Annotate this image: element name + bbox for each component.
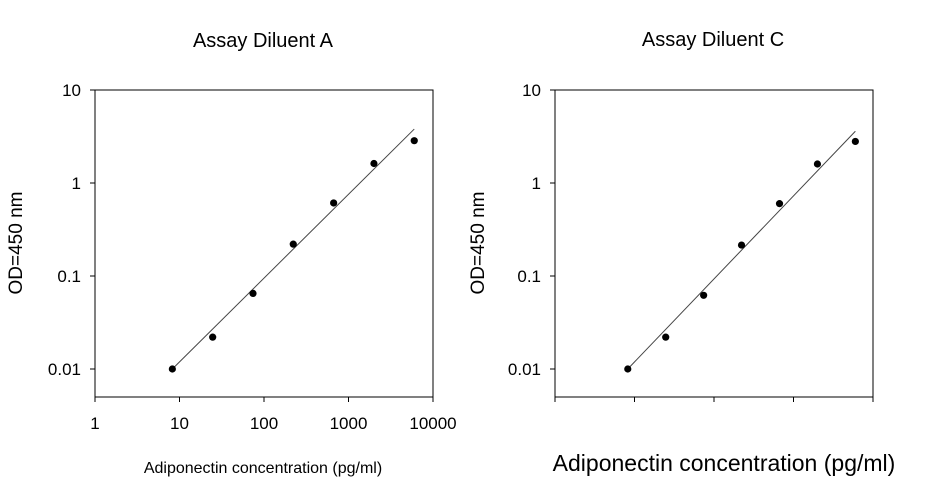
chart-a-y-tick-label: 10: [62, 81, 81, 100]
chart-c-y-axis-label: OD=450 nm: [468, 192, 489, 295]
chart-a-y-tick-label: 1: [72, 174, 81, 193]
chart-a-data-point: [168, 365, 176, 373]
chart-a-data-point: [370, 159, 378, 168]
chart-a-data-point: [249, 289, 257, 297]
chart-c-x-axis-label: Adiponectin concentration (pg/ml): [553, 450, 896, 476]
chart-a-title: Assay Diluent A: [193, 30, 334, 52]
chart-c-title: Assay Diluent C: [642, 29, 784, 51]
chart-a-data-point: [289, 240, 297, 248]
chart-a-x-axis-label: Adiponectin concentration (pg/ml): [144, 460, 382, 477]
chart-a-y-tick-label: 0.01: [48, 360, 81, 379]
chart-c-y-tick-label: 10: [522, 81, 541, 100]
chart-c-y-tick-label: 0.01: [508, 360, 541, 379]
chart-c-data-point: [662, 333, 670, 341]
chart-c-y-tick-label: 1: [532, 174, 541, 193]
chart-a-x-tick-label: 10: [170, 414, 189, 433]
chart-c-plot-frame: [554, 89, 874, 398]
chart-a-x-tick-label: 10000: [409, 414, 456, 433]
chart-c-data-point: [813, 160, 822, 168]
chart-c-data-point: [624, 365, 632, 373]
chart-c-y-tick-label: 0.1: [517, 267, 541, 286]
chart-a-x-tick-label: 100: [250, 414, 278, 433]
chart-a-data-point: [209, 333, 217, 341]
chart-a-data-point: [410, 137, 418, 145]
chart-a-fit-line: [171, 128, 415, 370]
chart-c-data-point: [700, 291, 708, 299]
chart-a-y-tick-label: 0.1: [57, 267, 81, 286]
chart-c-plot-area: 10 1 0.1 0.01: [508, 81, 874, 402]
chart-a-x-tick-label: 1: [90, 414, 99, 433]
chart-a-plot-area: 10 1 0.1 0.01 1 10 100 1000 10000: [48, 81, 457, 433]
chart-panel-c: Assay Diluent C OD=450 nm Adiponectin co…: [468, 29, 895, 476]
chart-c-fit-line: [627, 130, 856, 370]
chart-c-data-point: [775, 200, 784, 208]
chart-c-data-point: [851, 137, 859, 146]
chart-a-data-point: [330, 199, 338, 207]
chart-a-y-axis-label: OD=450 nm: [6, 192, 27, 295]
chart-a-x-tick-label: 1000: [330, 414, 368, 433]
chart-panel-a: Assay Diluent A OD=450 nm Adiponectin co…: [6, 30, 457, 477]
chart-c-data-point: [737, 241, 746, 249]
chart-a-plot-frame: [94, 89, 434, 398]
